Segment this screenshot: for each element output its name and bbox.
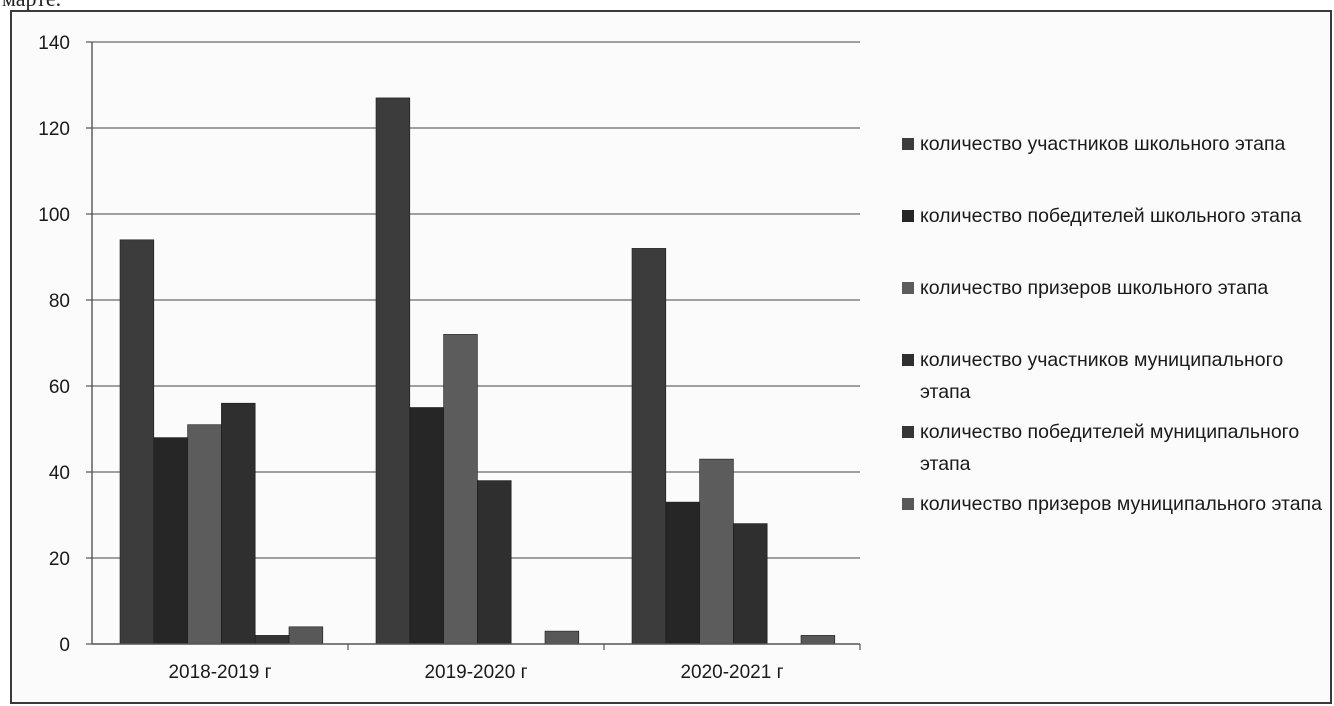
bar: [544, 630, 580, 645]
chart-axes: [86, 41, 861, 650]
y-tick-label: 120: [38, 119, 70, 140]
bar: [477, 480, 512, 645]
legend-label: количество победителей муниципального эт…: [920, 421, 1300, 475]
legend-item: количество победителей муниципального эт…: [902, 416, 1322, 488]
bar: [443, 334, 478, 645]
bar: [153, 437, 188, 645]
legend-swatch: [902, 138, 914, 150]
bar: [733, 523, 768, 645]
bar: [699, 458, 734, 645]
legend-swatch: [902, 282, 914, 294]
chart-legend: количество участников школьного этапа кол…: [902, 128, 1322, 560]
bar: [631, 248, 667, 645]
bar: [254, 635, 290, 645]
legend-swatch: [902, 426, 914, 438]
chart-tick-labels: 0 20 40 60 80 100 120 140 2018-2019 г 2019-2020 г…: [38, 33, 783, 683]
y-tick-label: 100: [38, 205, 70, 226]
x-tick-label: 2018-2019 г: [168, 662, 271, 683]
chart-bars: [119, 97, 836, 645]
legend-label: количество призеров муниципального этапа: [920, 493, 1322, 515]
x-tick-label: 2019-2020 г: [424, 662, 527, 683]
legend-item: количество участников муниципального эта…: [902, 344, 1322, 416]
bar: [800, 635, 836, 645]
y-tick-label: 0: [59, 635, 70, 656]
y-tick-label: 60: [49, 377, 70, 398]
legend-item: количество участников школьного этапа: [902, 128, 1322, 200]
legend-label: количество участников муниципального эта…: [920, 349, 1284, 403]
y-tick-label: 140: [38, 33, 70, 54]
y-tick-label: 80: [49, 291, 70, 312]
legend-swatch: [902, 210, 914, 222]
bar: [375, 97, 411, 645]
y-tick-label: 20: [49, 549, 70, 570]
page-text-fragment: марте.: [2, 0, 61, 12]
y-tick-label: 40: [49, 463, 70, 484]
bar: [187, 424, 222, 645]
bar: [119, 239, 155, 645]
legend-item: количество призеров школьного этапа: [902, 272, 1322, 344]
legend-item: количество призеров муниципального этапа: [902, 488, 1322, 560]
legend-label: количество участников школьного этапа: [920, 133, 1286, 155]
bar: [288, 626, 324, 645]
legend-label: количество призеров школьного этапа: [920, 277, 1269, 299]
legend-swatch: [902, 354, 914, 366]
legend-item: количество победителей школьного этапа: [902, 200, 1322, 272]
bar: [665, 501, 700, 645]
x-tick-label: 2020-2021 г: [680, 662, 783, 683]
bar: [221, 402, 256, 645]
legend-swatch: [902, 498, 914, 510]
legend-label: количество победителей школьного этапа: [920, 205, 1302, 227]
bar: [409, 407, 444, 645]
